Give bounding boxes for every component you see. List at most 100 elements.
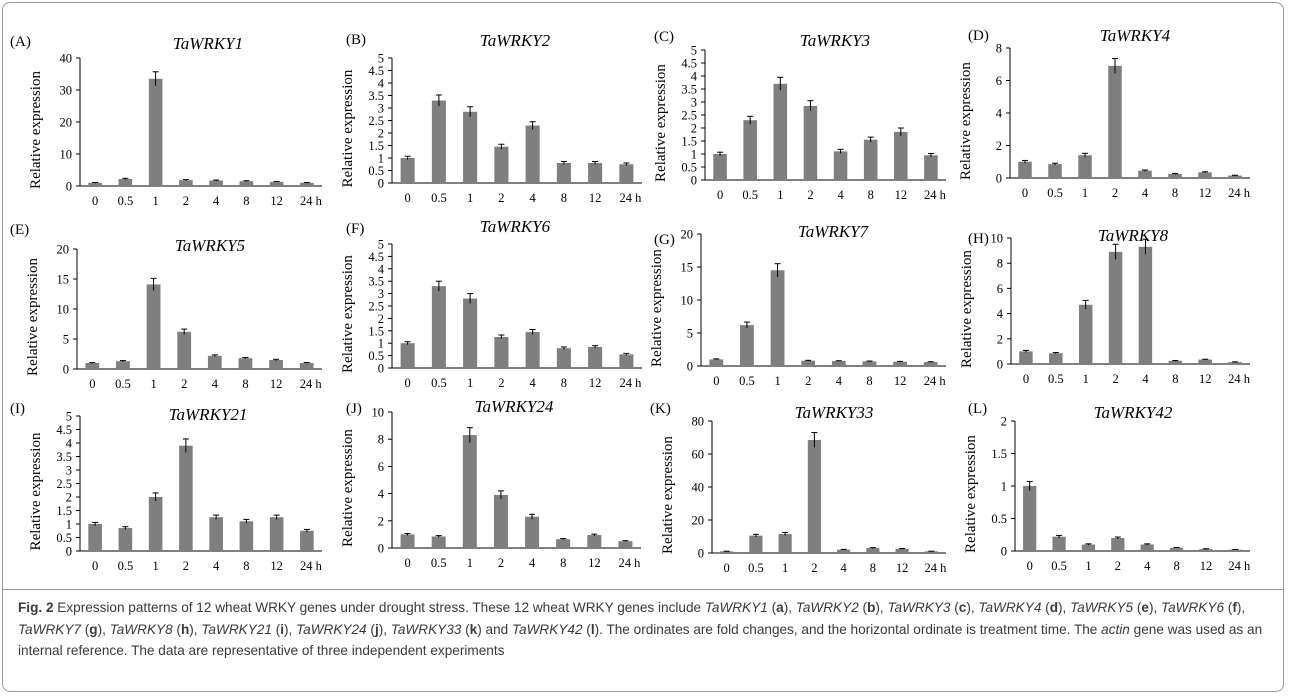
bar xyxy=(1078,155,1092,178)
bar xyxy=(238,358,253,369)
caption-text: ) and xyxy=(477,621,512,637)
x-tick-label: 4 xyxy=(529,556,536,570)
bar xyxy=(525,125,540,183)
y-axis-label: Relative expression xyxy=(958,62,974,180)
x-tick-label: 24 h xyxy=(619,191,642,205)
chart-title: TaWRKY5 xyxy=(175,236,245,255)
bar xyxy=(299,363,314,369)
y-tick-label: 80 xyxy=(692,415,705,429)
bar xyxy=(116,361,130,369)
caption-panel-ref: a xyxy=(776,600,784,615)
x-tick-label: 4 xyxy=(1142,372,1149,386)
bar xyxy=(588,346,603,368)
y-tick-label: 10 xyxy=(372,406,385,420)
x-tick-label: 12 xyxy=(894,374,907,388)
x-tick-label: 0 xyxy=(89,377,95,391)
x-tick-label: 0 xyxy=(92,194,98,208)
y-tick-label: 4.5 xyxy=(368,250,384,264)
y-tick-label: 10 xyxy=(681,294,694,308)
bar xyxy=(209,517,223,551)
x-tick-label: 0 xyxy=(405,191,411,205)
bar xyxy=(462,435,477,548)
y-tick-label: 0.5 xyxy=(368,164,384,178)
y-tick-label: 6 xyxy=(996,74,1002,88)
x-tick-label: 24 h xyxy=(1228,372,1251,386)
x-tick-label: 8 xyxy=(866,374,872,388)
caption-gene-name: TaWRKY4 xyxy=(978,600,1042,615)
x-tick-label: 1 xyxy=(774,374,780,388)
caption-text: ( xyxy=(366,621,375,637)
bar xyxy=(269,517,284,551)
bar xyxy=(525,332,540,368)
x-tick-label: 1 xyxy=(1085,559,1091,573)
caption-panel-ref: e xyxy=(1141,600,1149,615)
x-tick-label: 24 h xyxy=(924,188,947,202)
y-tick-label: 4.5 xyxy=(368,64,384,78)
x-tick-label: 8 xyxy=(561,376,567,390)
y-tick-label: 3.5 xyxy=(681,83,697,97)
bar xyxy=(400,158,415,183)
x-tick-label: 0.5 xyxy=(1051,559,1067,573)
bar xyxy=(924,155,938,180)
panel-label: (K) xyxy=(650,401,671,417)
bar xyxy=(1228,175,1242,178)
x-tick-label: 1 xyxy=(1082,186,1088,200)
y-tick-label: 2 xyxy=(66,491,72,505)
y-tick-label: 1 xyxy=(378,337,384,351)
y-tick-label: 2 xyxy=(691,122,697,136)
x-tick-label: 0 xyxy=(1023,372,1029,386)
y-tick-label: 1.5 xyxy=(681,135,697,149)
y-tick-label: 0 xyxy=(66,545,72,559)
caption-gene-name: TaWRKY21 xyxy=(201,621,272,637)
panel-label: (E) xyxy=(10,222,29,238)
x-tick-label: 2 xyxy=(1112,186,1118,200)
x-tick-label: 24 h xyxy=(1228,559,1251,573)
bar xyxy=(923,362,938,366)
x-tick-label: 1 xyxy=(467,191,473,205)
x-tick-label: 2 xyxy=(805,374,811,388)
x-tick-label: 0.5 xyxy=(118,559,134,573)
x-tick-label: 1 xyxy=(467,376,473,390)
y-tick-label: 4 xyxy=(996,107,1003,121)
bar xyxy=(619,164,634,183)
y-axis-label: Relative expression xyxy=(340,429,356,547)
caption-text: Expression patterns of 12 wheat WRKY gen… xyxy=(53,600,705,615)
y-tick-label: 5 xyxy=(687,327,693,341)
y-axis-label: Relative expression xyxy=(963,435,979,553)
y-tick-label: 0 xyxy=(66,180,72,194)
x-tick-label: 1 xyxy=(150,377,156,391)
bar xyxy=(207,355,222,369)
x-tick-label: 1 xyxy=(153,194,159,208)
bar xyxy=(556,348,571,368)
y-tick-label: 15 xyxy=(57,273,70,287)
bar xyxy=(1228,549,1242,551)
x-tick-label: 12 xyxy=(270,194,283,208)
bar xyxy=(1168,360,1183,364)
y-tick-label: 6 xyxy=(997,282,1003,296)
caption-gene-name: TaWRKY6 xyxy=(1161,600,1225,615)
bar xyxy=(556,539,571,548)
bar xyxy=(1049,353,1063,364)
y-tick-label: 3.5 xyxy=(56,450,72,464)
bar xyxy=(866,548,880,553)
caption-text: ( xyxy=(461,621,470,637)
x-tick-label: 1 xyxy=(467,556,473,570)
bar xyxy=(269,181,284,186)
y-axis-label: Relative expression xyxy=(959,250,975,368)
caption-text: ( xyxy=(582,621,591,637)
y-tick-label: 2.5 xyxy=(368,300,384,314)
y-tick-label: 3 xyxy=(691,96,697,110)
figure-caption: Fig. 2 Expression patterns of 12 wheat W… xyxy=(18,597,1273,662)
x-tick-label: 0.5 xyxy=(431,376,447,390)
x-tick-label: 12 xyxy=(896,561,909,575)
bar xyxy=(713,154,727,180)
caption-text: ), xyxy=(97,621,110,637)
x-tick-label: 8 xyxy=(1172,186,1178,200)
bar xyxy=(148,497,163,551)
caption-panel-ref: h xyxy=(180,621,190,637)
panel-label: (J) xyxy=(346,401,362,417)
bar xyxy=(431,100,446,183)
x-tick-label: 8 xyxy=(561,191,567,205)
x-tick-label: 1 xyxy=(777,188,783,202)
